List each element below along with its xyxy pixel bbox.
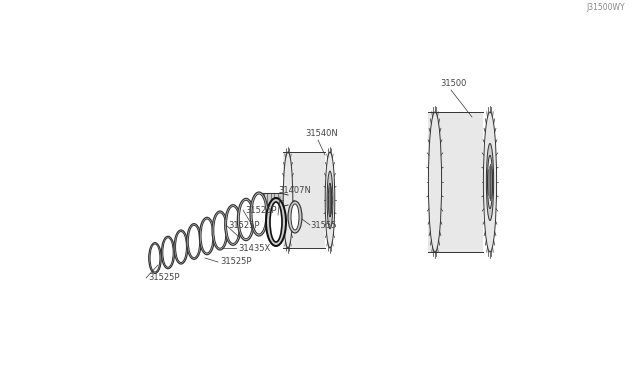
- Ellipse shape: [161, 236, 175, 269]
- Ellipse shape: [227, 206, 239, 244]
- Ellipse shape: [428, 112, 442, 252]
- Ellipse shape: [212, 211, 228, 250]
- Polygon shape: [428, 112, 483, 252]
- Ellipse shape: [328, 183, 332, 217]
- Ellipse shape: [266, 198, 286, 246]
- Ellipse shape: [148, 243, 161, 273]
- Text: 31525P: 31525P: [220, 257, 252, 266]
- Ellipse shape: [163, 238, 173, 267]
- Ellipse shape: [175, 231, 186, 263]
- Ellipse shape: [188, 225, 200, 258]
- Ellipse shape: [239, 200, 253, 239]
- Text: 31407N: 31407N: [278, 186, 311, 195]
- Text: 31500: 31500: [440, 79, 467, 88]
- Text: 31435X: 31435X: [238, 244, 270, 253]
- Text: 31555: 31555: [310, 221, 337, 230]
- Ellipse shape: [150, 244, 160, 272]
- Ellipse shape: [250, 192, 268, 236]
- Ellipse shape: [291, 204, 299, 230]
- Ellipse shape: [483, 112, 497, 252]
- Ellipse shape: [253, 195, 257, 205]
- Ellipse shape: [174, 230, 188, 264]
- Ellipse shape: [325, 152, 335, 248]
- Text: 31525P: 31525P: [148, 273, 179, 282]
- Ellipse shape: [488, 155, 493, 209]
- Ellipse shape: [486, 144, 493, 221]
- Ellipse shape: [283, 152, 292, 248]
- Ellipse shape: [327, 171, 333, 229]
- Ellipse shape: [187, 224, 202, 259]
- Ellipse shape: [252, 194, 266, 234]
- Polygon shape: [283, 152, 325, 248]
- Text: 31540N: 31540N: [305, 129, 338, 138]
- Text: J31500WY: J31500WY: [586, 3, 625, 12]
- Ellipse shape: [270, 202, 282, 242]
- Ellipse shape: [214, 213, 226, 248]
- Ellipse shape: [237, 198, 255, 241]
- Text: 31525P: 31525P: [228, 221, 259, 230]
- Text: 31525P: 31525P: [245, 205, 276, 215]
- Ellipse shape: [225, 205, 241, 246]
- Ellipse shape: [288, 201, 302, 233]
- Ellipse shape: [201, 219, 213, 253]
- Ellipse shape: [199, 217, 214, 255]
